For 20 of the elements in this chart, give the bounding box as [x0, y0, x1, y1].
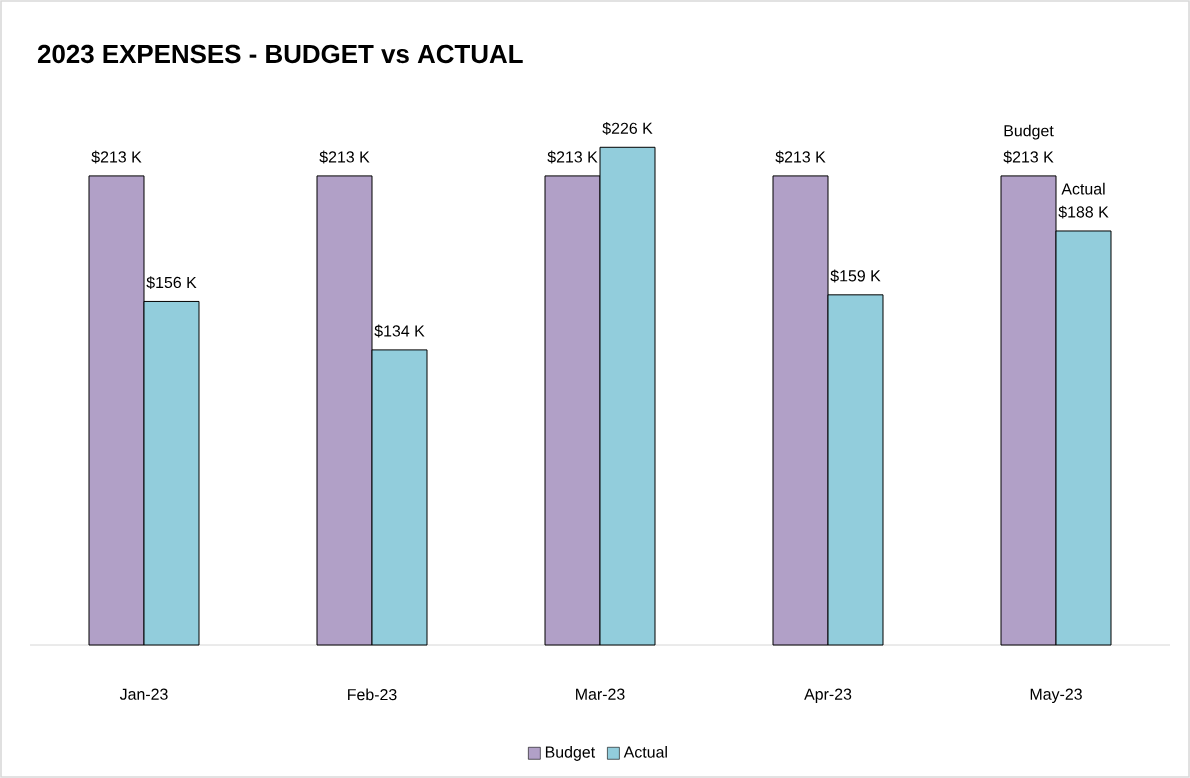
x-tick-label: Mar-23: [576, 688, 625, 700]
data-label: $226 K: [602, 121, 653, 135]
x-tick-label: May-23: [1030, 688, 1082, 703]
legend-label: Actual: [623, 746, 667, 758]
data-label: $134 K: [374, 324, 425, 338]
data-label: $188 K: [1058, 205, 1109, 219]
x-tick-label: Jan-23: [119, 688, 168, 700]
data-label: $159 K: [830, 269, 881, 283]
data-label: $156 K: [146, 276, 197, 290]
data-label: $213 K: [319, 150, 370, 164]
legend-label: Budget: [545, 746, 596, 761]
x-tick-label: Feb-23: [348, 688, 397, 701]
data-label: $213 K: [547, 150, 598, 164]
x-tick-label: Apr-23: [804, 688, 852, 703]
annotation: Budget: [1004, 124, 1054, 140]
annotation: Actual: [1061, 182, 1105, 195]
data-label: $213 K: [775, 150, 826, 164]
data-label: $213 K: [1003, 150, 1054, 164]
data-label: $213 K: [91, 150, 142, 164]
chart-title: 2023 EXPENSES - BUDGET vs ACTUAL: [37, 44, 523, 64]
